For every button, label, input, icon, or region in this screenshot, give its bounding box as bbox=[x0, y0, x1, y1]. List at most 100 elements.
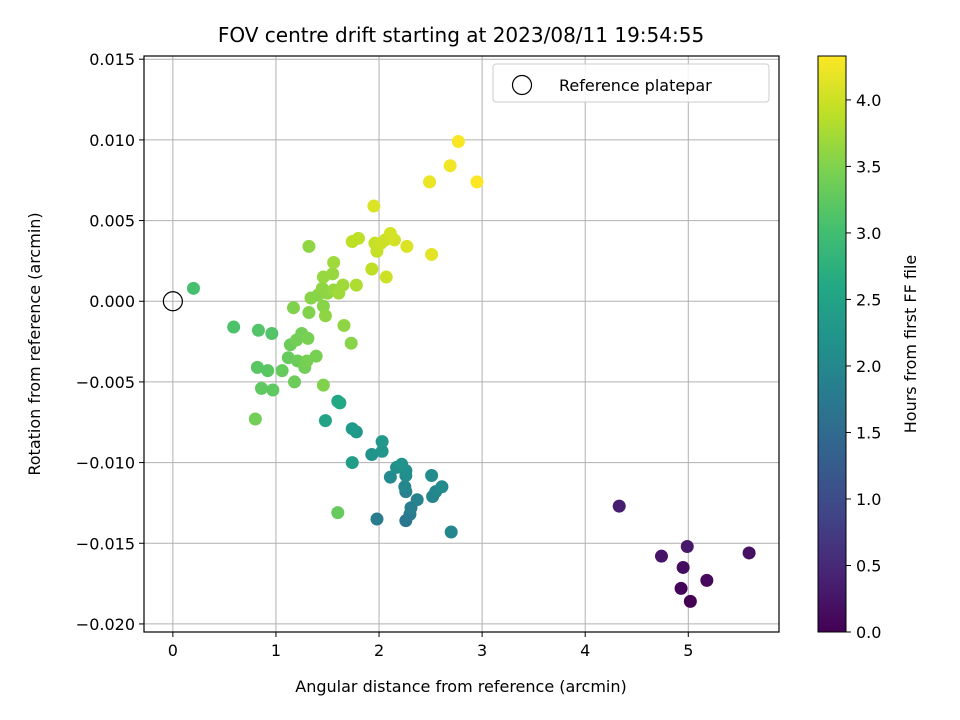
data-point bbox=[266, 383, 280, 397]
data-point bbox=[425, 247, 439, 261]
data-point bbox=[345, 456, 359, 470]
colorbar-title: Hours from first FF file bbox=[901, 255, 920, 434]
data-point bbox=[700, 573, 714, 587]
y-tick-label: 0.015 bbox=[89, 50, 135, 69]
data-point bbox=[676, 560, 690, 574]
data-point bbox=[387, 233, 401, 247]
y-tick-label: 0.010 bbox=[89, 131, 135, 150]
data-point bbox=[365, 448, 379, 462]
y-tick-label: 0.000 bbox=[89, 292, 135, 311]
data-point bbox=[251, 323, 265, 337]
data-point bbox=[250, 360, 264, 374]
y-tick-label: −0.015 bbox=[76, 534, 135, 553]
data-point bbox=[451, 135, 465, 149]
data-point bbox=[186, 281, 200, 295]
data-point bbox=[400, 239, 414, 253]
data-point bbox=[227, 320, 241, 334]
data-point bbox=[612, 499, 626, 513]
data-point bbox=[318, 414, 332, 428]
data-point bbox=[423, 175, 437, 189]
x-axis-ticks: 0 1 2 3 4 5 bbox=[168, 632, 693, 660]
data-point bbox=[383, 470, 397, 484]
data-point bbox=[309, 349, 323, 363]
colorbar-tick-label: 0.0 bbox=[856, 623, 881, 642]
data-point bbox=[444, 525, 458, 539]
data-point bbox=[683, 594, 697, 608]
data-point bbox=[674, 581, 688, 595]
y-tick-label: 0.005 bbox=[89, 212, 135, 231]
colorbar-ticks: 0.0 0.5 1.0 1.5 2.0 2.5 3.0 3.5 4.0 bbox=[846, 91, 881, 642]
data-point bbox=[351, 231, 365, 245]
data-point bbox=[375, 444, 389, 458]
colorbar-tick-label: 4.0 bbox=[856, 91, 881, 110]
data-point bbox=[435, 480, 449, 494]
data-point bbox=[367, 199, 381, 213]
data-point bbox=[742, 546, 756, 560]
data-point bbox=[395, 457, 409, 471]
data-point bbox=[336, 278, 350, 292]
x-tick-label: 3 bbox=[477, 641, 487, 660]
data-point bbox=[316, 299, 330, 313]
data-point bbox=[443, 159, 457, 173]
data-point bbox=[327, 256, 341, 270]
data-point bbox=[302, 306, 316, 320]
colorbar-tick-label: 1.5 bbox=[856, 423, 881, 442]
colorbar-tick-label: 3.0 bbox=[856, 224, 881, 243]
colorbar bbox=[817, 55, 847, 633]
reference-platepar-marker bbox=[162, 291, 183, 312]
x-tick-label: 4 bbox=[580, 641, 590, 660]
chart-title: FOV centre drift starting at 2023/08/11 … bbox=[218, 23, 704, 47]
data-point bbox=[255, 381, 269, 395]
y-axis-ticks: −0.020 −0.015 −0.010 −0.005 0.000 0.005 0.010 0… bbox=[76, 50, 144, 634]
colorbar-tick-label: 2.5 bbox=[856, 290, 881, 309]
data-point bbox=[370, 512, 384, 526]
data-point bbox=[301, 331, 315, 345]
x-tick-label: 1 bbox=[271, 641, 281, 660]
y-axis-title: Rotation from reference (arcmin) bbox=[25, 212, 44, 475]
scatter-points bbox=[186, 135, 756, 608]
colorbar-tick-label: 0.5 bbox=[856, 556, 881, 575]
colorbar-tick-label: 1.0 bbox=[856, 490, 881, 509]
data-point bbox=[316, 378, 330, 392]
data-point bbox=[286, 301, 300, 315]
data-point bbox=[288, 375, 302, 389]
data-point bbox=[333, 396, 347, 410]
x-tick-label: 2 bbox=[374, 641, 384, 660]
data-point bbox=[265, 327, 279, 341]
data-point bbox=[375, 435, 389, 449]
plot-frame bbox=[143, 55, 780, 633]
data-point bbox=[365, 262, 379, 276]
x-axis-title: Angular distance from reference (arcmin) bbox=[295, 677, 626, 696]
x-tick-label: 5 bbox=[683, 641, 693, 660]
data-point bbox=[654, 549, 668, 563]
data-point bbox=[398, 480, 412, 494]
data-point bbox=[248, 412, 262, 426]
data-point bbox=[318, 309, 332, 323]
legend-box bbox=[492, 63, 770, 103]
data-point bbox=[326, 267, 340, 281]
y-tick-label: −0.005 bbox=[76, 373, 135, 392]
data-point bbox=[261, 364, 275, 378]
colorbar-tick-label: 2.0 bbox=[856, 357, 881, 376]
reference-point bbox=[162, 291, 183, 312]
data-point bbox=[470, 175, 484, 189]
data-point bbox=[275, 364, 289, 378]
y-tick-label: −0.020 bbox=[76, 615, 135, 634]
legend-marker bbox=[511, 74, 533, 96]
data-point bbox=[345, 422, 359, 436]
data-point bbox=[337, 318, 351, 332]
data-point bbox=[302, 239, 316, 253]
y-tick-label: −0.010 bbox=[76, 454, 135, 473]
data-point bbox=[379, 270, 393, 284]
data-point bbox=[425, 468, 439, 482]
data-point bbox=[331, 506, 345, 520]
x-tick-label: 0 bbox=[168, 641, 178, 660]
data-point bbox=[680, 539, 694, 553]
data-point bbox=[410, 493, 424, 507]
colorbar-tick-label: 3.5 bbox=[856, 157, 881, 176]
legend: Reference platepar bbox=[492, 63, 770, 103]
legend-label: Reference platepar bbox=[559, 76, 712, 95]
data-point bbox=[349, 278, 363, 292]
data-point bbox=[344, 336, 358, 350]
